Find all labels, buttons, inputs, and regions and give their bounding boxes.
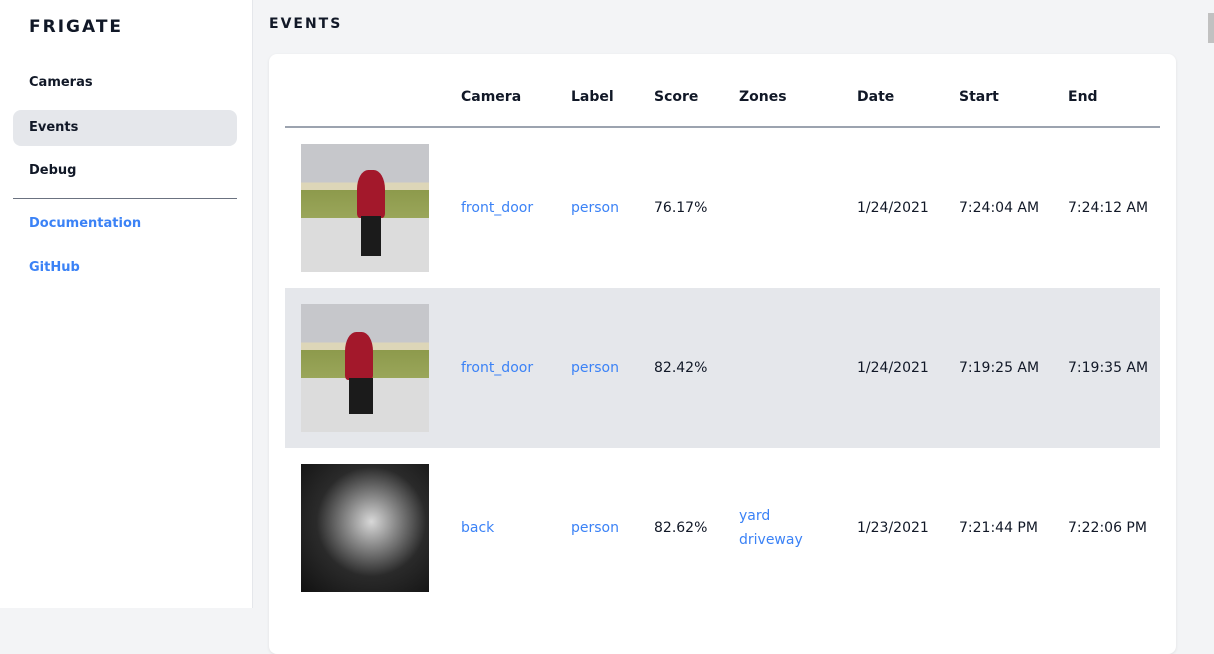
score: 82.42% [654, 360, 708, 376]
end-time: 7:24:12 AM [1068, 200, 1149, 216]
date: 1/23/2021 [857, 520, 929, 536]
page-title: EVENTS [269, 16, 343, 32]
camera-link[interactable]: front_door [461, 360, 534, 376]
header-zones: Zones [739, 89, 787, 105]
camera-link[interactable]: front_door [461, 200, 534, 216]
table-row[interactable]: front_door person 76.17% 1/24/2021 7:24:… [285, 128, 1160, 288]
header-divider [285, 126, 1160, 128]
brand-logo: FRIGATE [29, 17, 124, 37]
event-thumbnail[interactable] [301, 144, 429, 272]
header-camera: Camera [461, 89, 522, 105]
start-time: 7:21:44 PM [959, 520, 1038, 536]
zone-link[interactable]: driveway [739, 532, 803, 548]
date: 1/24/2021 [857, 200, 929, 216]
scrollbar-thumb[interactable] [1208, 13, 1214, 43]
start-time: 7:19:25 AM [959, 360, 1040, 376]
header-end: End [1068, 89, 1098, 105]
end-time: 7:22:06 PM [1068, 520, 1147, 536]
events-table: Camera Label Score Zones Date Start End … [269, 54, 1176, 654]
sidebar: FRIGATE Cameras Events Debug Documentati… [0, 0, 253, 608]
sidebar-divider [13, 198, 237, 199]
sidebar-item-events[interactable]: Events [13, 110, 237, 146]
label-link[interactable]: person [571, 360, 619, 376]
label-link[interactable]: person [571, 200, 619, 216]
table-row[interactable]: back person 82.62% yard driveway 1/23/20… [285, 448, 1160, 608]
score: 82.62% [654, 520, 708, 536]
event-thumbnail[interactable] [301, 304, 429, 432]
header-start: Start [959, 89, 999, 105]
header-score: Score [654, 89, 699, 105]
camera-link[interactable]: back [461, 520, 495, 536]
start-time: 7:24:04 AM [959, 200, 1040, 216]
sidebar-item-cameras[interactable]: Cameras [29, 75, 93, 90]
github-link[interactable]: GitHub [29, 260, 80, 275]
header-label: Label [571, 89, 614, 105]
table-row[interactable]: front_door person 82.42% 1/24/2021 7:19:… [285, 288, 1160, 448]
header-date: Date [857, 89, 895, 105]
date: 1/24/2021 [857, 360, 929, 376]
event-thumbnail[interactable] [301, 464, 429, 592]
label-link[interactable]: person [571, 520, 619, 536]
score: 76.17% [654, 200, 708, 216]
sidebar-item-debug[interactable]: Debug [29, 163, 77, 178]
zone-link[interactable]: yard [739, 508, 771, 524]
end-time: 7:19:35 AM [1068, 360, 1149, 376]
scrollbar[interactable] [1208, 0, 1214, 608]
documentation-link[interactable]: Documentation [29, 216, 142, 231]
